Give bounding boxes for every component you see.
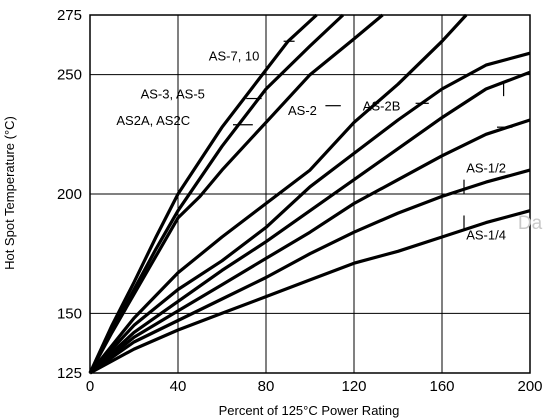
plot-frame <box>89 14 531 374</box>
series-line <box>88 13 318 374</box>
y-tick-label: 250 <box>57 67 82 84</box>
curve-labels: AS-7, 10 AS-3, AS-5 AS2A, AS2C AS-2 AS-2B AS-… <box>116 48 506 242</box>
series-line <box>89 168 531 375</box>
watermark-text: Da <box>518 213 543 234</box>
series-line <box>88 13 384 374</box>
curve-label: AS-2 <box>288 103 317 118</box>
curve-label: AS-3, AS-5 <box>141 87 205 102</box>
curve-label: AS-7, 10 <box>209 48 260 63</box>
x-axis-title: Percent of 125°C Power Rating <box>219 403 400 418</box>
curve-label: AS2A, AS2C <box>116 113 190 128</box>
y-tick-label: 275 <box>57 7 82 24</box>
curve-label: AS-2B <box>363 98 401 113</box>
x-tick-label: 40 <box>170 378 187 395</box>
y-tick-label: 125 <box>57 365 82 382</box>
label-leaders <box>233 40 513 230</box>
series-line <box>88 51 531 375</box>
x-tick-label: 160 <box>429 378 454 395</box>
y-tick-label: 200 <box>57 186 82 203</box>
curve-label: AS-1/4 <box>466 227 506 242</box>
curve-label: AS-1/2 <box>466 161 506 176</box>
x-tick-label: 120 <box>341 378 366 395</box>
series-line <box>89 209 531 375</box>
series-line <box>88 118 531 375</box>
x-tick-label: 200 <box>517 378 542 395</box>
series-lines <box>88 13 531 375</box>
y-tick-label: 150 <box>57 305 82 322</box>
series-line <box>88 70 531 375</box>
tick-labels: 0 40 80 120 160 200 125 150 200 250 275 <box>57 7 543 395</box>
y-axis-title: Hot Spot Temperature (°C) <box>2 116 17 270</box>
x-tick-label: 0 <box>86 378 94 395</box>
x-tick-label: 80 <box>258 378 275 395</box>
series-line <box>88 13 468 375</box>
